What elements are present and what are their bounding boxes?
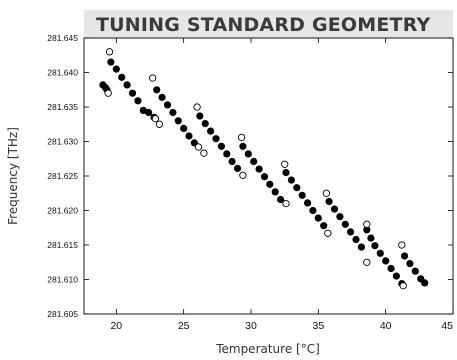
data-point-filled [169,108,177,117]
data-point-filled [212,135,220,143]
y-axis-label: Frequency [THz] [6,127,20,225]
data-point-open [398,241,406,249]
data-point-open [193,103,201,111]
data-point-filled [255,165,263,173]
data-point-filled [201,119,209,128]
y-tick-label: 281.620 [47,206,78,216]
plot-frame [83,37,454,315]
y-tick-label: 281.615 [47,240,78,250]
y-axis-ticks: 281.605 281.610 281.615 281.620 281.625 281.6… [47,33,453,319]
data-point-filled [163,101,172,109]
data-point-filled [185,132,193,140]
data-point-open [239,171,247,179]
x-tick-label: 30 [245,320,257,332]
data-point-filled [244,150,252,158]
data-point-filled [107,58,115,66]
data-point-filled [145,108,153,117]
x-axis-ticks: 20 25 30 35 40 45 [110,38,454,332]
y-tick-label: 281.605 [47,309,78,319]
data-point-filled [421,279,429,287]
data-point-filled [325,197,333,206]
data-point-open [149,74,157,82]
data-point-filled [217,142,225,150]
x-tick-label: 20 [110,320,122,332]
data-point-filled [128,89,137,97]
data-point-filled [207,127,215,135]
data-point-filled [223,150,231,158]
data-point-filled [196,112,204,120]
data-point-filled [118,73,126,81]
data-point-filled [406,260,414,268]
data-point-open [237,133,246,142]
data-point-open [151,115,160,123]
y-tick-label: 281.610 [47,275,78,285]
data-point-filled [180,124,188,132]
data-point-filled [287,176,296,184]
data-point-filled [411,267,419,275]
data-point-filled [293,184,301,192]
data-point-filled [387,264,395,273]
data-point-filled [314,214,322,222]
data-point-filled [367,234,375,242]
data-point-filled [336,213,344,221]
data-point-open [363,258,371,266]
data-point-filled [134,97,142,105]
data-point-open [282,199,290,208]
data-point-filled [357,243,366,251]
data-point-filled [298,191,306,199]
data-point-filled [158,93,166,101]
data-point-filled [400,252,409,260]
data-point-open [363,220,371,228]
title-band [84,10,453,38]
data-point-open [105,48,114,56]
y-tick-label: 281.635 [47,102,78,112]
data-point-open [104,89,112,97]
data-point-filled [304,199,312,207]
data-point-open [399,282,407,290]
data-point-filled [330,205,339,213]
data-point-filled [352,235,360,244]
x-tick-label: 25 [178,320,190,332]
y-tick-label: 281.645 [47,33,78,43]
data-point-filled [174,117,182,125]
data-point-filled [271,188,279,196]
data-point-filled [347,228,355,236]
y-tick-label: 281.640 [47,68,78,78]
data-point-filled [112,65,120,73]
data-point-filled [282,169,290,177]
data-point-filled [239,142,247,150]
data-point-open [200,149,208,157]
y-tick-label: 281.630 [47,137,78,147]
x-tick-label: 35 [312,320,324,332]
data-point-filled [228,157,236,166]
data-point-filled [250,157,258,166]
data-point-filled [309,206,317,215]
data-point-filled [341,220,349,228]
data-point-open [194,143,203,151]
data-point-filled [392,272,401,280]
y-tick-label: 281.625 [47,171,78,181]
data-point-filled [153,86,161,94]
data-point-filled [233,164,242,172]
x-tick-label: 45 [441,320,453,332]
x-tick-label: 40 [380,320,392,332]
x-axis-label: Temperature [°C] [215,342,320,356]
data-point-filled [382,257,390,265]
data-points [99,48,429,290]
data-point-filled [371,242,379,250]
data-point-open [155,120,164,128]
chart-title: TUNING STANDARD GEOMETRY [96,14,431,36]
data-point-open [281,160,289,168]
data-point-filled [277,195,285,204]
data-point-filled [376,249,384,257]
data-point-filled [260,173,269,181]
data-point-filled [266,180,274,188]
data-point-open [324,229,332,237]
data-point-open [322,189,331,197]
data-point-filled [123,81,131,89]
data-point-filled [320,222,328,230]
